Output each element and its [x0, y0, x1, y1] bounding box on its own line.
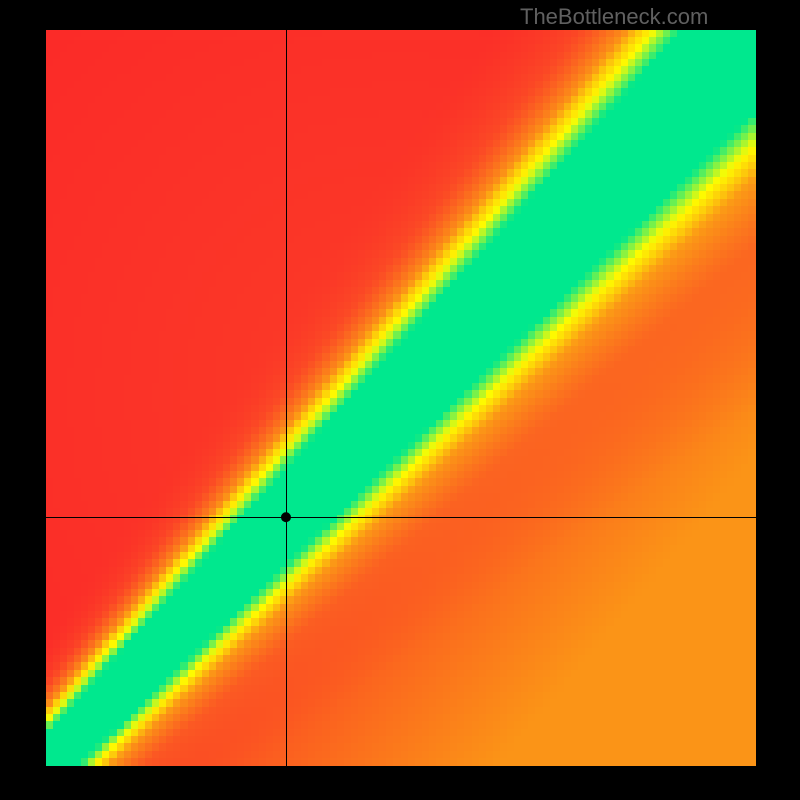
heatmap-canvas: [46, 30, 756, 766]
watermark-text: TheBottleneck.com: [520, 4, 708, 30]
heatmap-plot-area: [46, 30, 756, 766]
